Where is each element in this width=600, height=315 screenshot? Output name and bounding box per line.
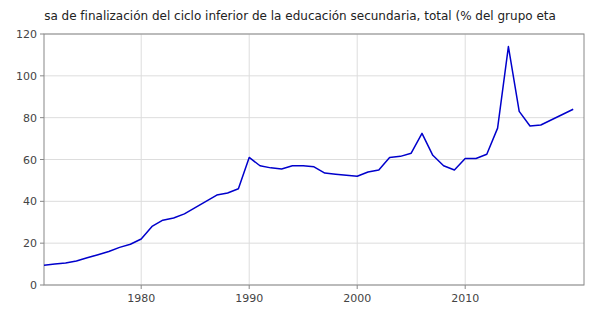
- y-tick-label: 40: [23, 195, 37, 208]
- grid: [44, 34, 584, 285]
- y-tick: [40, 75, 44, 76]
- chart-title: sa de finalización del ciclo inferior de…: [44, 9, 556, 23]
- y-tick: [40, 117, 44, 118]
- y-tick: [40, 285, 44, 286]
- y-grid-line: [44, 201, 584, 202]
- x-tick-label: 1990: [235, 292, 263, 305]
- y-tick: [40, 243, 44, 244]
- y-tick: [40, 34, 44, 35]
- y-tick-label: 0: [30, 279, 37, 292]
- y-tick: [40, 159, 44, 160]
- x-tick: [357, 285, 358, 289]
- x-grid-line: [141, 34, 142, 285]
- y-tick-label: 60: [23, 154, 37, 167]
- y-tick-label: 20: [23, 237, 37, 250]
- x-tick-label: 2000: [343, 292, 371, 305]
- x-tick: [465, 285, 466, 289]
- x-tick: [249, 285, 250, 289]
- y-tick-label: 100: [16, 70, 37, 83]
- data-line: [44, 47, 573, 266]
- y-grid-line: [44, 75, 584, 76]
- y-grid-line: [44, 117, 584, 118]
- axes: 0 20 40 60 80 100 120 1980 1990 2000 2010: [16, 28, 584, 305]
- y-grid-line: [44, 243, 584, 244]
- y-tick-label: 80: [23, 112, 37, 125]
- x-tick-label: 1980: [127, 292, 155, 305]
- y-tick-label: 120: [16, 28, 37, 41]
- x-grid-line: [357, 34, 358, 285]
- y-grid-line: [44, 159, 584, 160]
- x-tick: [141, 285, 142, 289]
- plot-frame: [44, 34, 584, 285]
- y-tick: [40, 201, 44, 202]
- plot-area: [44, 47, 573, 266]
- x-tick-label: 2010: [451, 292, 479, 305]
- chart: 0 20 40 60 80 100 120 1980 1990 2000 2010 sa de fin…: [0, 0, 600, 315]
